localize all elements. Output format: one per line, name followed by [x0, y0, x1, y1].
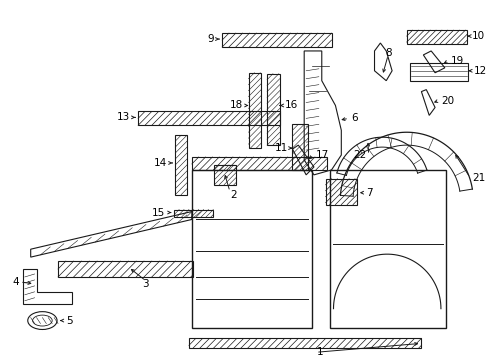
Text: 4: 4 [12, 277, 19, 287]
Text: 11: 11 [275, 143, 289, 153]
Text: 1: 1 [317, 347, 323, 357]
Text: 17: 17 [316, 150, 329, 160]
Text: 3: 3 [143, 279, 149, 289]
Text: 22: 22 [353, 150, 367, 160]
Text: 13: 13 [117, 112, 130, 122]
Text: 2: 2 [230, 190, 237, 200]
Text: 14: 14 [154, 158, 168, 168]
Text: 18: 18 [229, 100, 243, 111]
Text: 15: 15 [152, 207, 166, 217]
Text: 9: 9 [208, 34, 214, 44]
Text: 21: 21 [472, 173, 486, 183]
Text: 7: 7 [366, 188, 372, 198]
Text: 10: 10 [472, 31, 485, 41]
Text: 8: 8 [385, 48, 392, 58]
Text: 6: 6 [351, 113, 358, 123]
Text: 5: 5 [66, 316, 73, 325]
Text: 16: 16 [285, 100, 298, 111]
Text: 19: 19 [451, 56, 464, 66]
Text: 12: 12 [474, 66, 488, 76]
Text: 20: 20 [441, 95, 454, 105]
